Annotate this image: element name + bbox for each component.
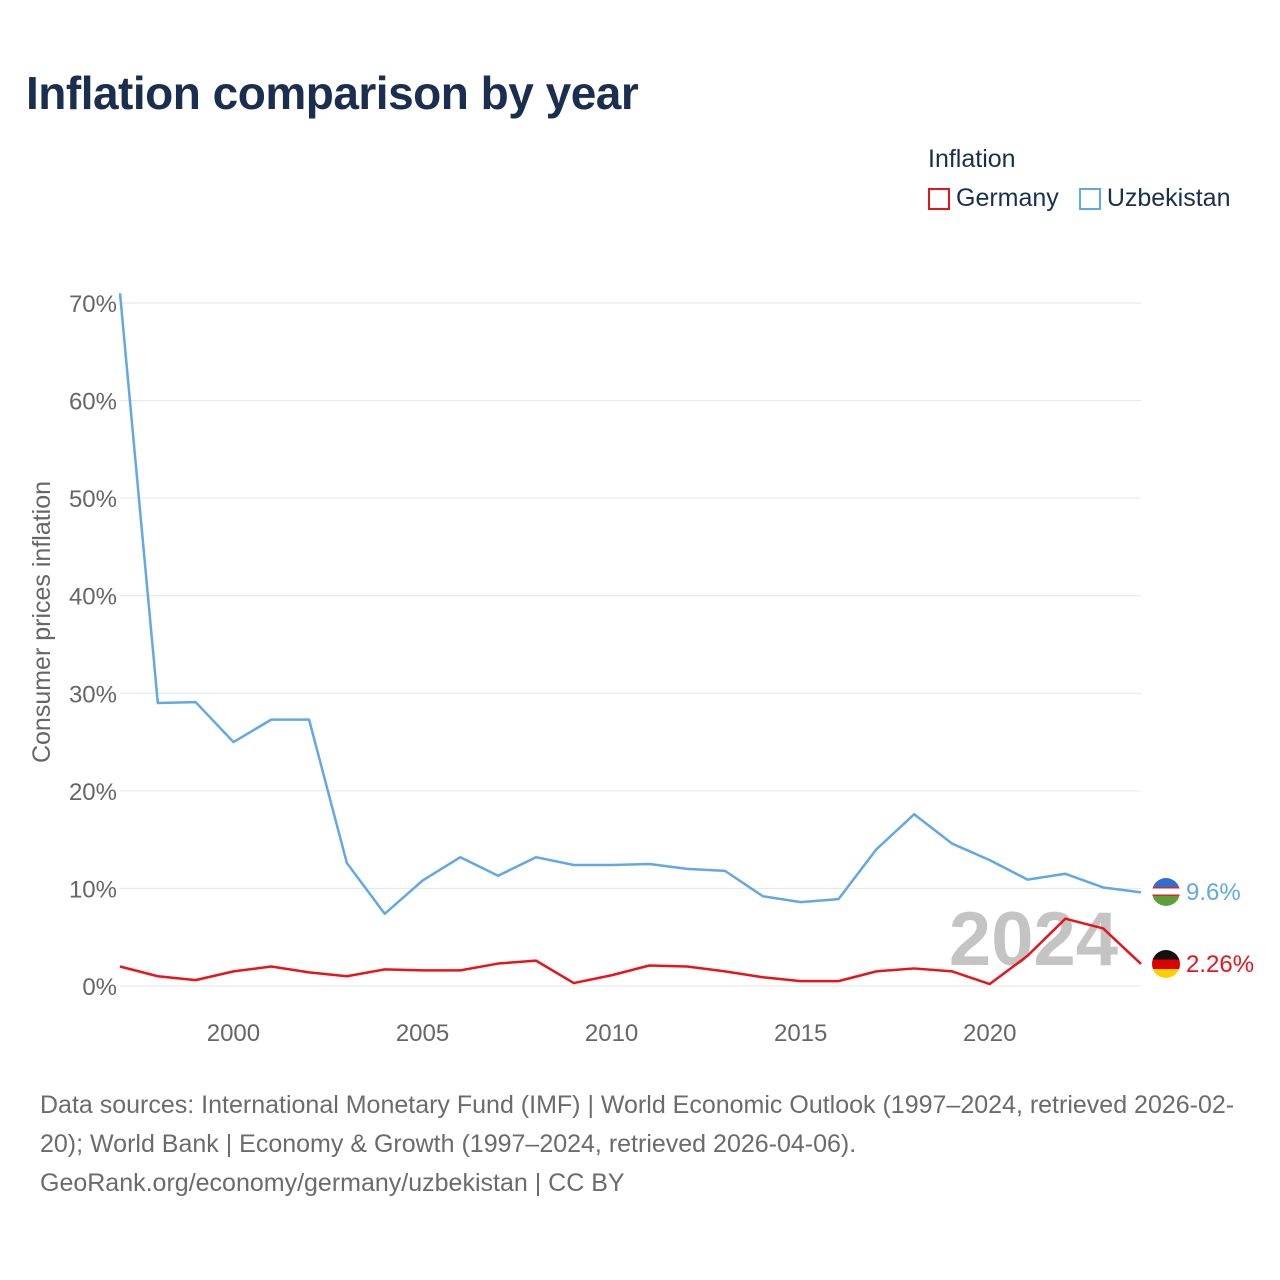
end-label-germany: 2.26%: [1186, 951, 1254, 978]
y-axis-label: Consumer prices inflation: [28, 481, 56, 763]
y-tick-label: 50%: [69, 486, 117, 513]
footer: Data sources: International Monetary Fun…: [40, 1086, 1250, 1203]
end-label-uzbekistan: 9.6%: [1186, 879, 1241, 906]
credit-line: GeoRank.org/economy/germany/uzbekistan |…: [40, 1169, 625, 1197]
germany-flag-icon: [1152, 950, 1180, 978]
data-sources: Data sources: International Monetary Fun…: [40, 1091, 1235, 1158]
x-tick-label: 2020: [963, 1020, 1016, 1047]
series-line-uzbekistan[interactable]: [118, 293, 1142, 916]
legend-swatch-germany: [928, 187, 950, 210]
year-watermark: 2024: [949, 897, 1118, 982]
y-tick-label: 20%: [69, 779, 117, 806]
y-tick-label: 30%: [69, 681, 117, 708]
legend-title: Inflation: [928, 145, 1016, 173]
x-tick-label: 2015: [774, 1020, 827, 1047]
uzbekistan-flag-icon: [1152, 878, 1180, 906]
x-tick-label: 2000: [207, 1020, 260, 1047]
y-tick-label: 40%: [69, 584, 117, 611]
series-line-germany[interactable]: [119, 917, 1142, 986]
legend-item-germany[interactable]: Germany: [928, 184, 1059, 213]
x-tick-label: 2005: [396, 1020, 449, 1047]
y-tick-label: 60%: [69, 389, 117, 416]
legend-swatch-uzbekistan: [1078, 187, 1101, 210]
legend-item-uzbekistan[interactable]: Uzbekistan: [1078, 184, 1231, 213]
page-title: Inflation comparison by year: [26, 67, 639, 119]
inflation-chart: 0% 10% 20% 30% 40% 50% 60% 70% 2000 2005 2010 2015…: [28, 291, 1254, 1047]
legend: Inflation Germany Uzbekistan: [928, 145, 1230, 213]
legend-label-germany: Germany: [956, 184, 1059, 212]
legend-label-uzbekistan: Uzbekistan: [1106, 184, 1231, 212]
y-tick-label: 10%: [69, 876, 117, 903]
y-tick-label: 0%: [82, 974, 117, 1001]
y-tick-label: 70%: [69, 291, 117, 318]
x-tick-label: 2010: [585, 1020, 638, 1047]
